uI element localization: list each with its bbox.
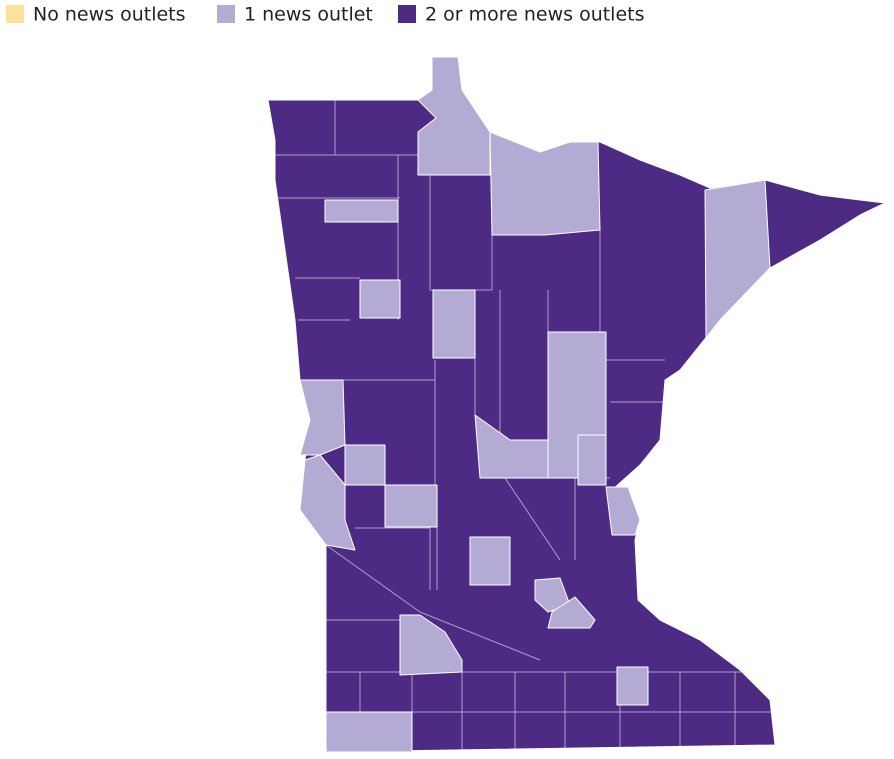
legend-swatch — [398, 5, 416, 23]
legend-swatch — [6, 5, 24, 23]
legend-swatch — [217, 5, 235, 23]
legend: No news outlets 1 news outlet 2 or more … — [6, 4, 645, 26]
county — [605, 486, 641, 536]
county — [384, 484, 438, 528]
county — [359, 279, 401, 319]
legend-label: 1 news outlet — [244, 4, 373, 26]
county — [489, 131, 601, 236]
county — [324, 199, 399, 223]
county — [399, 614, 463, 676]
county — [344, 444, 386, 486]
county — [325, 711, 413, 753]
county — [704, 179, 771, 339]
county — [469, 536, 511, 586]
legend-label: 2 or more news outlets — [425, 4, 645, 26]
county — [474, 414, 549, 479]
county — [616, 666, 649, 706]
county — [432, 289, 476, 359]
one-outlet-counties — [299, 56, 771, 753]
county — [547, 596, 596, 629]
county — [577, 434, 607, 486]
state-map — [267, 56, 886, 753]
county — [299, 454, 356, 551]
legend-label: No news outlets — [33, 4, 186, 26]
county — [299, 379, 346, 456]
